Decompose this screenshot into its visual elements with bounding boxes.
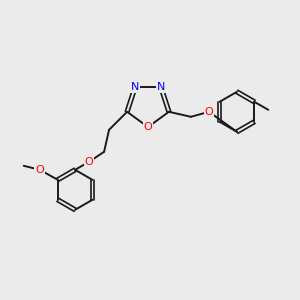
Text: O: O <box>144 122 152 132</box>
Text: O: O <box>85 157 94 167</box>
Text: N: N <box>157 82 165 92</box>
Text: N: N <box>131 82 139 92</box>
Text: O: O <box>205 107 213 117</box>
Text: O: O <box>35 165 44 175</box>
